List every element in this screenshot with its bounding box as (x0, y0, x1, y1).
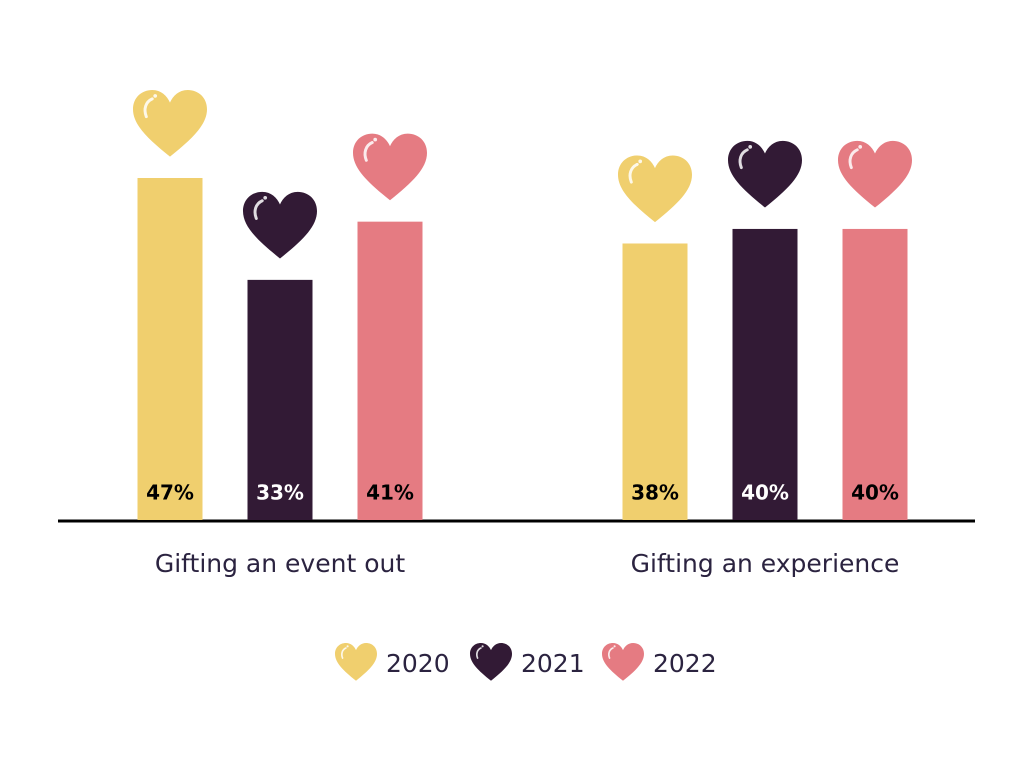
heart-shine (858, 145, 863, 149)
legend-marker (602, 643, 644, 681)
value-label: 41% (366, 481, 414, 505)
legend-label: 2021 (521, 649, 585, 678)
value-label: 33% (256, 481, 304, 505)
heart-shape (243, 191, 317, 259)
heart-shine (628, 162, 639, 184)
heart-shape (470, 643, 512, 681)
legend-label: 2022 (653, 649, 717, 678)
category-label: Gifting an experience (631, 549, 900, 578)
heart-shine (738, 148, 749, 170)
heart-shine (608, 647, 614, 659)
heart-shine (153, 94, 158, 98)
value-label: 40% (741, 481, 789, 505)
heart-icon (353, 133, 427, 201)
heart-shape (838, 140, 912, 208)
category-label: Gifting an event out (155, 549, 405, 578)
heart-shape (602, 643, 644, 681)
legend-label: 2020 (386, 649, 450, 678)
heart-shine (638, 159, 643, 164)
bar (137, 178, 203, 520)
heart-shine (253, 199, 264, 220)
heart-shape (618, 155, 692, 223)
heart-shape (353, 133, 427, 201)
heart-shine (476, 647, 482, 659)
heart-shine (363, 141, 374, 162)
heart-shine (481, 645, 484, 648)
value-label: 40% (851, 481, 899, 505)
bar (842, 228, 908, 521)
legend-marker (470, 643, 512, 681)
heart-icon (243, 191, 317, 259)
heart-shine (341, 647, 347, 659)
heart-icon (838, 140, 912, 208)
heart-icon (728, 140, 802, 208)
bar (732, 228, 798, 521)
heart-shine (263, 195, 268, 200)
heart-shine (748, 145, 753, 149)
heart-shine (346, 645, 349, 648)
heart-shape (728, 140, 802, 208)
legend-marker (335, 643, 377, 681)
bar (622, 243, 688, 520)
heart-shape (335, 643, 377, 681)
bar (357, 221, 423, 520)
heart-shine (613, 645, 616, 648)
heart-shine (848, 148, 859, 170)
heart-shape (133, 90, 207, 157)
bar (247, 279, 313, 520)
heart-shine (373, 137, 378, 142)
value-label: 38% (631, 481, 679, 505)
value-label: 47% (146, 481, 194, 505)
heart-shine (143, 97, 154, 119)
heart-icon (133, 90, 207, 157)
heart-icon (618, 155, 692, 223)
